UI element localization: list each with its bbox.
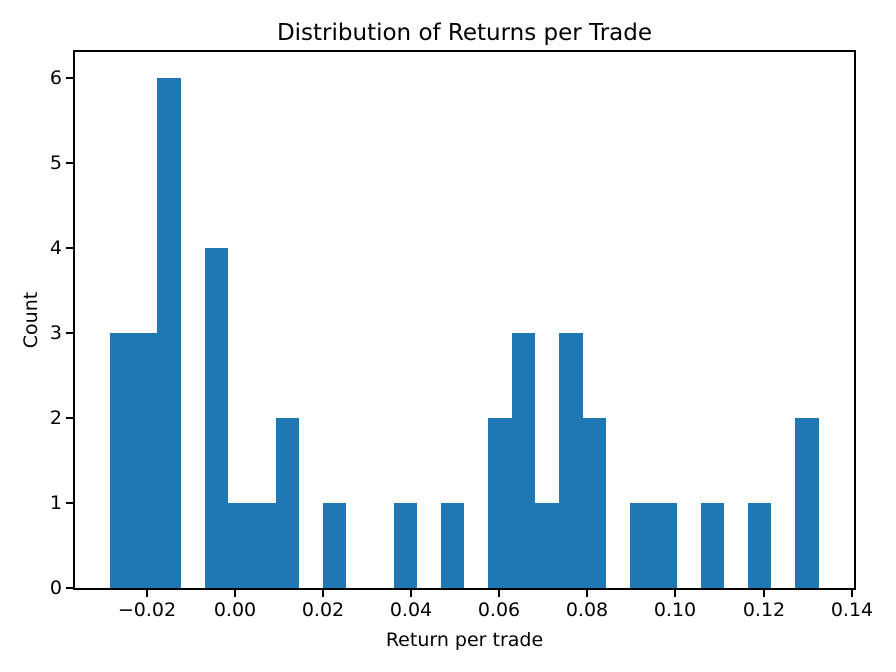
x-tick-label: 0.10 <box>653 599 697 621</box>
histogram-bar <box>701 503 724 588</box>
histogram-bar <box>228 503 252 588</box>
x-tick-mark <box>851 590 853 597</box>
x-tick-mark <box>322 590 324 597</box>
x-tick-label: 0.04 <box>389 599 433 621</box>
x-tick-mark <box>763 590 765 597</box>
y-tick-label: 3 <box>49 322 62 344</box>
x-tick-label: 0.02 <box>301 599 345 621</box>
y-tick-label: 6 <box>49 67 62 89</box>
histogram-bar <box>795 418 819 588</box>
x-tick-mark <box>146 590 148 597</box>
x-tick-label: 0.08 <box>565 599 609 621</box>
histogram-bar <box>630 503 653 588</box>
histogram-bar <box>559 333 583 588</box>
histogram-bar <box>583 418 606 588</box>
y-tick-mark <box>66 77 73 79</box>
histogram-bar <box>512 333 535 588</box>
plot-area <box>73 50 856 590</box>
y-tick-mark <box>66 587 73 589</box>
x-tick-mark <box>234 590 236 597</box>
x-tick-mark <box>410 590 412 597</box>
histogram-bar <box>535 503 559 588</box>
y-tick-mark <box>66 502 73 504</box>
x-tick-label: 0.14 <box>830 599 874 621</box>
chart-title: Distribution of Returns per Trade <box>276 20 653 46</box>
histogram-bar <box>110 333 134 588</box>
x-tick-label: 0.00 <box>213 599 257 621</box>
y-tick-label: 0 <box>49 577 62 599</box>
histogram-bar <box>157 78 181 588</box>
histogram-bar <box>276 418 299 588</box>
histogram-bar <box>134 333 157 588</box>
x-tick-mark <box>674 590 676 597</box>
y-tick-label: 1 <box>49 492 62 514</box>
histogram-bar <box>653 503 677 588</box>
histogram-bar <box>441 503 464 588</box>
histogram-bar <box>252 503 276 588</box>
x-tick-mark <box>586 590 588 597</box>
x-tick-label: −0.02 <box>117 599 177 621</box>
histogram-bar <box>323 503 346 588</box>
y-tick-label: 4 <box>49 237 62 259</box>
y-tick-label: 2 <box>49 407 62 429</box>
x-tick-label: 0.12 <box>742 599 786 621</box>
y-tick-mark <box>66 247 73 249</box>
histogram-bar <box>394 503 417 588</box>
y-tick-mark <box>66 162 73 164</box>
histogram-bar <box>748 503 771 588</box>
y-tick-mark <box>66 332 73 334</box>
y-tick-label: 5 <box>49 152 62 174</box>
y-axis-label: Count <box>20 291 42 349</box>
histogram-bar <box>488 418 512 588</box>
x-tick-mark <box>498 590 500 597</box>
x-tick-label: 0.06 <box>477 599 521 621</box>
y-tick-mark <box>66 417 73 419</box>
histogram-bar <box>205 248 228 588</box>
x-axis-label: Return per trade <box>385 629 544 651</box>
